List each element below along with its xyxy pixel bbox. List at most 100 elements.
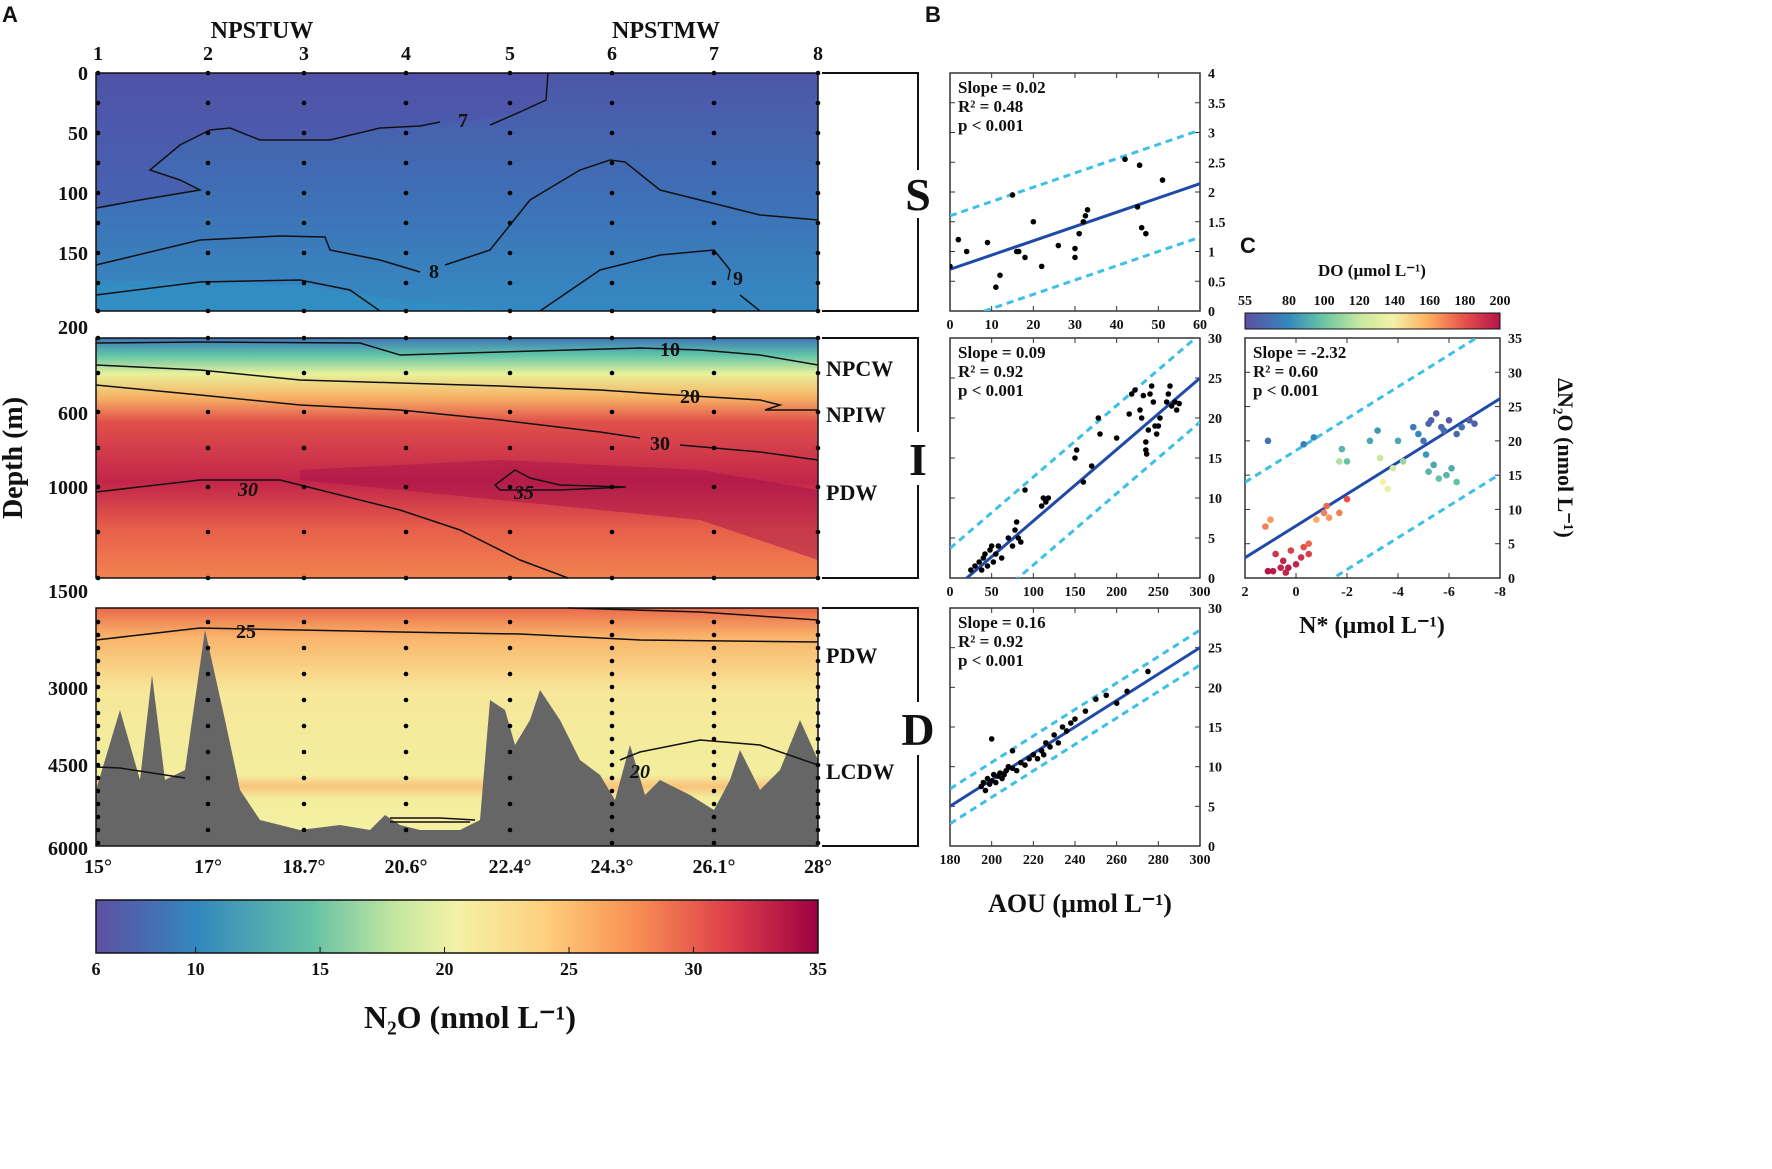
sample-dot [95,370,101,376]
sample-dot [205,697,211,703]
fit-stat: Slope = -2.32 [1253,343,1346,362]
data-point [1145,427,1152,433]
layer-letter-s: S [905,169,931,220]
data-point [1055,242,1062,249]
contour-label: 10 [660,339,680,361]
sample-dot [609,671,615,677]
sample-dot [609,840,615,846]
sample-dot [403,370,409,376]
sample-dot [711,190,717,196]
sample-dot [711,710,717,716]
data-point [1292,560,1300,568]
sample-dot [301,370,307,376]
sampling-points [95,70,821,846]
contour-label: 30 [237,479,258,501]
data-point [1427,416,1435,424]
do-colorbar-tick: 120 [1349,294,1370,309]
sample-dot [301,619,307,625]
data-point [1128,391,1135,397]
data-point [1313,516,1320,524]
data-point [1143,439,1149,445]
layer-letter-d: D [901,704,934,755]
data-point [1336,458,1343,465]
sample-dot [507,370,513,376]
sample-dot [711,280,717,286]
sample-dot [711,762,717,768]
regression-lines [950,338,1200,578]
station-label: 4 [401,43,411,65]
colorbar-tick-label: 6 [92,959,101,979]
sample-dot [95,645,101,651]
fit-stat: p < 0.001 [958,651,1024,670]
nstar-axis-title: N* (µmol L⁻¹) [1299,613,1445,639]
sample-dot [507,130,513,136]
sample-dot [301,775,307,781]
data-point [1059,724,1066,730]
data-point [1300,543,1307,551]
x-tick-label: 50 [985,585,999,600]
contour-label: 8 [429,261,439,283]
sample-dot [301,445,307,451]
data-point [1443,471,1450,479]
x-tick-label: 300 [1190,585,1211,600]
fit-stat: Slope = 0.02 [958,78,1046,97]
sample-dot [609,632,615,638]
data-point [1136,162,1143,169]
sample-dot [609,723,615,729]
data-point [1009,748,1016,754]
y-tick-label: 0 [1208,305,1215,320]
data-point [1277,564,1284,572]
sample-dot [507,723,513,729]
sample-dot [403,280,409,286]
sample-dot [609,684,615,690]
data-point [1448,464,1455,472]
x-tick-label: -4 [1392,585,1404,600]
sample-dot [95,409,101,415]
data-point [1466,416,1473,424]
n2o-colorbar-ticks: 6 10 15 20 25 30 35 [92,947,827,979]
y-tick-label: 30 [1208,332,1222,347]
sample-dot [301,100,307,106]
data-points [968,383,1182,573]
lower-confidence-line [1330,472,1500,578]
data-point [972,563,978,569]
data-point [982,787,989,794]
sample-dot [301,801,307,807]
sample-dot [95,632,101,638]
latitude-tick: 20.6° [385,856,428,878]
sample-dot [711,697,717,703]
contour-label: 35 [513,482,534,504]
data-point [1140,392,1147,399]
data-point [1440,427,1448,434]
y-tick-label: 20 [1208,412,1222,427]
data-point [1176,400,1182,407]
sample-dot [95,280,101,286]
sample-dot [403,827,409,833]
x-tick-label: 200 [1106,585,1127,600]
sample-dot [711,658,717,664]
data-point [1015,535,1022,541]
do-colorbar-tick: 180 [1454,294,1475,309]
data-point [993,551,999,557]
section-intermediate-layer [96,338,818,578]
sample-dot [205,749,211,755]
data-point [1153,431,1160,437]
sample-dot [609,130,615,136]
sample-dot [711,250,717,256]
sample-dot [301,645,307,651]
sample-dot [95,529,101,535]
data-point [1310,434,1318,441]
y-tick-label: 0.5 [1208,275,1226,290]
regression-line [950,182,1200,271]
data-point [978,567,985,573]
data-point [1022,254,1028,261]
sample-dot [301,280,307,286]
sample-dot [507,250,513,256]
regression-line [964,376,1200,578]
data-point [1374,427,1381,434]
sample-dot [403,749,409,755]
sample-dot [403,160,409,166]
data-point [1338,445,1346,453]
y-tick-label: 35 [1508,332,1522,347]
y-tick-label: 2.5 [1208,156,1226,171]
